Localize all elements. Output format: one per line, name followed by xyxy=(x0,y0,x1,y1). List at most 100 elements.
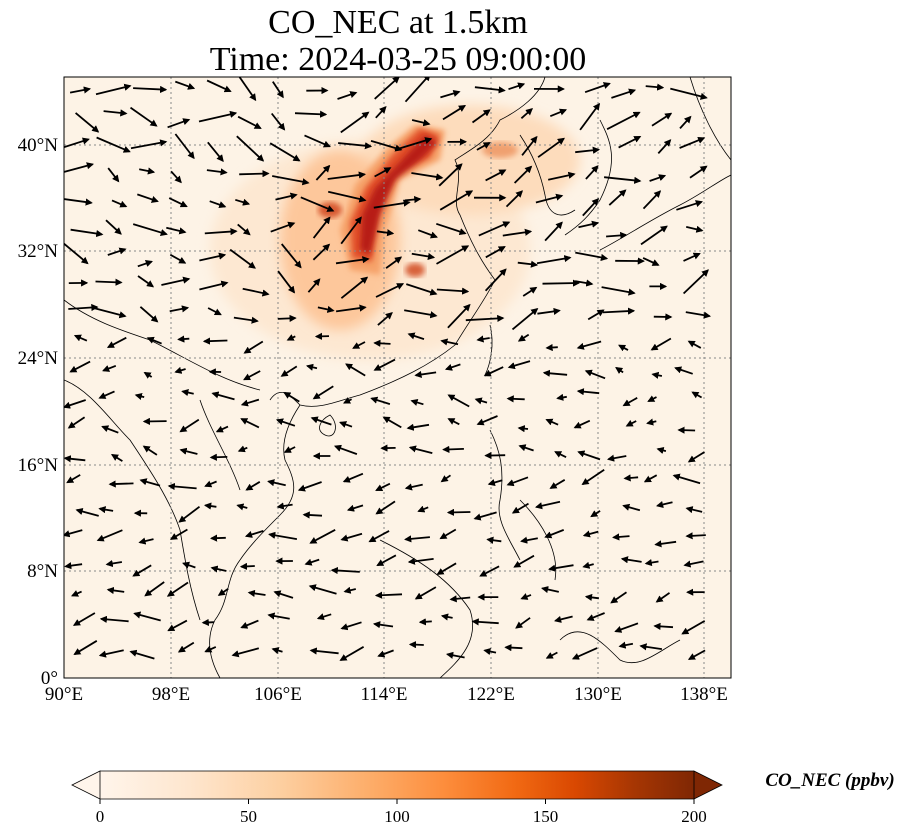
wind-arrow xyxy=(408,445,433,454)
wind-arrow xyxy=(584,369,606,380)
wind-arrow xyxy=(511,307,539,331)
wind-arrow xyxy=(107,247,127,256)
wind-arrow xyxy=(273,590,294,599)
wind-arrow xyxy=(438,163,463,187)
wind-arrow xyxy=(407,557,434,565)
wind-arrow xyxy=(522,286,538,297)
wind-arrow xyxy=(537,307,561,315)
wind-arrow xyxy=(177,335,190,343)
wind-arrow xyxy=(374,167,392,178)
wind-arrow xyxy=(73,334,88,342)
wind-arrow xyxy=(442,445,464,453)
wind-arrow xyxy=(236,503,248,511)
wind-arrow xyxy=(209,200,227,209)
wind-arrow xyxy=(584,593,600,601)
wind-arrow xyxy=(590,510,601,518)
wind-arrow xyxy=(685,311,712,319)
wind-arrow xyxy=(73,640,98,655)
wind-arrow xyxy=(440,338,459,346)
latitude-tick-labels: 0° 8°N 16°N 24°N 32°N 40°N xyxy=(18,135,59,689)
wind-arrow xyxy=(199,280,229,291)
wind-arrow xyxy=(105,559,123,568)
wind-arrow xyxy=(174,80,196,90)
wind-arrow xyxy=(245,481,261,491)
wind-arrow xyxy=(269,142,301,162)
wind-arrow xyxy=(574,279,594,287)
wind-arrow xyxy=(215,425,229,433)
wind-arrow xyxy=(417,229,438,239)
wind-arrow xyxy=(204,228,238,236)
wind-arrow xyxy=(129,649,155,660)
wind-arrow xyxy=(655,592,671,603)
wind-arrow xyxy=(231,647,260,658)
wind-arrow xyxy=(642,257,660,266)
wind-arrow xyxy=(300,196,335,212)
lon-tick-label: 114°E xyxy=(361,684,408,705)
wind-arrow xyxy=(625,419,637,427)
wind-arrow xyxy=(506,395,525,403)
wind-arrow xyxy=(178,505,201,523)
wind-arrow xyxy=(548,171,576,181)
wind-arrow xyxy=(657,139,672,155)
lon-tick-label: 106°E xyxy=(254,684,302,705)
wind-arrow xyxy=(473,511,497,521)
wind-arrow xyxy=(373,358,396,371)
wind-arrow xyxy=(316,613,332,621)
wind-arrow xyxy=(67,416,86,429)
wind-arrow xyxy=(168,197,188,208)
wind-arrow xyxy=(374,77,400,100)
colorbar-extend-min xyxy=(71,770,101,800)
chart-title: CO_NEC at 1.5km xyxy=(268,4,528,41)
wind-arrow xyxy=(376,229,395,237)
wind-arrow xyxy=(508,82,526,91)
wind-arrow xyxy=(436,562,457,575)
wind-arrow xyxy=(584,82,611,94)
wind-arrow xyxy=(670,87,708,100)
wind-arrow xyxy=(305,363,318,371)
wind-arrow xyxy=(685,532,706,540)
wind-arrow xyxy=(404,309,438,319)
wind-arrow xyxy=(471,109,491,124)
wind-arrow xyxy=(309,647,339,655)
wind-arrow xyxy=(204,480,217,488)
wind-arrow xyxy=(639,643,663,651)
wind-arrow xyxy=(622,397,638,407)
wind-arrow xyxy=(618,135,642,149)
wind-arrow xyxy=(582,530,599,538)
wind-arrow xyxy=(375,482,391,492)
wind-arrow xyxy=(233,316,259,324)
colorbar-extend-max xyxy=(693,770,723,800)
wind-arrow xyxy=(620,556,642,564)
wind-arrow xyxy=(283,446,296,453)
wind-arrow xyxy=(577,450,601,461)
wind-arrow xyxy=(411,119,431,127)
wind-arrow xyxy=(315,164,331,181)
wind-arrow xyxy=(270,112,286,131)
wind-arrow xyxy=(137,193,159,203)
lat-tick-label: 40°N xyxy=(18,135,59,156)
wind-arrow xyxy=(650,337,672,351)
wind-arrow xyxy=(404,195,422,204)
wind-arrow xyxy=(343,586,357,594)
wind-arrow xyxy=(672,473,701,485)
wind-arrow xyxy=(674,366,693,375)
wind-arrow xyxy=(471,618,499,626)
wind-arrow xyxy=(167,619,188,632)
wind-arrow xyxy=(338,142,373,150)
wind-arrow xyxy=(281,243,302,269)
wind-arrow xyxy=(615,366,624,375)
wind-arrow xyxy=(372,621,394,629)
wind-arrow xyxy=(142,445,158,456)
wind-arrow xyxy=(414,370,437,379)
wind-arrow xyxy=(618,344,629,352)
wind-arrow xyxy=(167,482,197,491)
wind-vectors xyxy=(64,77,712,661)
wind-arrow xyxy=(370,396,391,405)
wind-arrow xyxy=(340,621,362,631)
wind-arrow xyxy=(272,175,310,186)
wind-arrow xyxy=(167,118,191,129)
wind-arrow xyxy=(406,423,430,431)
wind-arrow xyxy=(486,536,502,544)
wind-arrow xyxy=(240,398,260,407)
colorbar-tick-label: 100 xyxy=(384,807,410,826)
